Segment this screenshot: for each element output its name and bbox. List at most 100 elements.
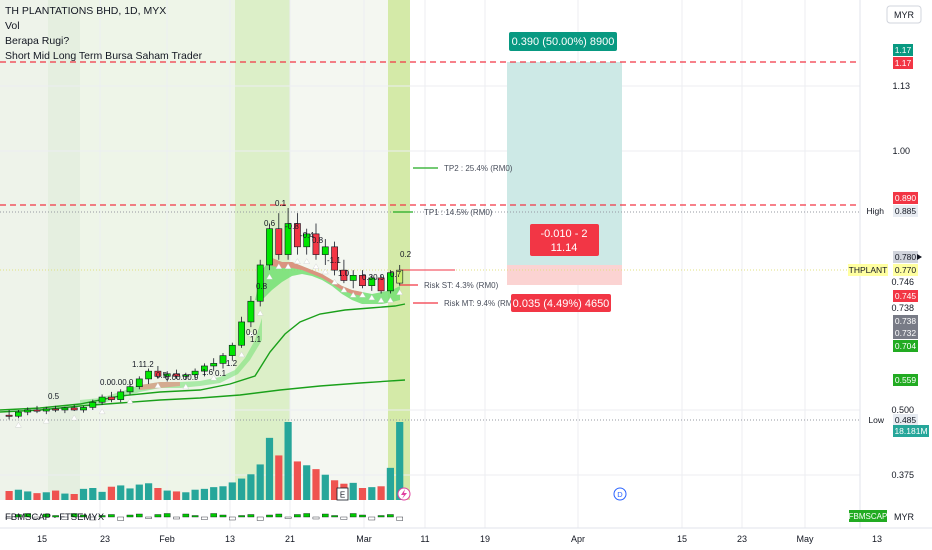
volume-bar — [256, 464, 264, 500]
index-mini-pane — [5, 513, 404, 521]
target-label-box[interactable] — [509, 32, 617, 51]
volume-bar — [349, 482, 357, 500]
volume-bar — [358, 488, 367, 500]
candle-value-label: 1.0 — [338, 269, 350, 278]
index-badge-text: FBMSCAP — [849, 512, 888, 521]
price-badge-target-green: 1.17 — [893, 44, 913, 56]
index-mini-bar — [191, 515, 199, 518]
time-tick-label: 15 — [677, 534, 687, 544]
price-badge-target-red: 1.17 — [893, 57, 913, 69]
volume-indicator-label[interactable]: Vol — [5, 20, 20, 32]
stop-zone[interactable] — [507, 265, 622, 285]
ticker-badge-text: THPLANT — [849, 265, 888, 275]
indicator-label-term[interactable]: Short Mid Long Term Bursa Saham Trader — [5, 50, 203, 62]
earnings-marker[interactable] — [336, 487, 349, 501]
currency-bottom-label: MYR — [894, 512, 915, 522]
candle — [303, 228, 311, 255]
mid-label-line1: -0.010 - 2 — [540, 228, 587, 240]
index-mini-bar — [173, 516, 180, 520]
risk-st-label[interactable]: Risk ST: 4.3% (RM0) — [424, 281, 499, 290]
chart-legend: TH PLANTATIONS BHD, 1D, MYX Vol Berapa R… — [5, 4, 202, 64]
svg-text:0.738: 0.738 — [895, 316, 917, 326]
index-mini-bar — [368, 516, 376, 521]
candle — [145, 368, 152, 385]
price-arrow-icon — [917, 254, 922, 260]
candle-value-label: -0.4 — [300, 231, 314, 240]
price-badge-low: 0.485 — [893, 414, 918, 426]
candlesticks — [5, 207, 404, 420]
time-tick-label: 13 — [225, 534, 235, 544]
up-arrow-icon — [126, 398, 134, 404]
candle-value-label: 0.1 — [275, 199, 287, 208]
price-badge-stop: 0.745 — [893, 290, 918, 302]
candle — [219, 353, 227, 369]
index-mini-bar — [52, 515, 59, 518]
index-mini-bar — [219, 514, 227, 518]
up-arrow-icon — [321, 268, 329, 275]
scale-0.500: 0.500 — [891, 405, 914, 415]
volume-bar — [135, 484, 143, 500]
time-axis[interactable]: 15 23 Feb 13 21 Mar 11 19 Apr 15 23 May 13 — [37, 534, 882, 544]
mid-label-line2: 11.14 — [551, 242, 578, 254]
candle — [293, 213, 301, 255]
candle — [368, 275, 376, 291]
candle — [173, 369, 180, 379]
candle — [80, 405, 87, 413]
currency-label: MYR — [894, 10, 915, 20]
volume-bar — [331, 480, 339, 500]
index-badge[interactable] — [849, 510, 887, 522]
dividend-marker[interactable] — [613, 487, 627, 501]
up-arrow-icon — [284, 263, 292, 269]
index-mini-bar — [275, 513, 283, 518]
tp1-level-label[interactable]: TP1 : 14.5% (RM0) — [424, 208, 493, 217]
candle-value-label: 0.0 — [246, 328, 258, 337]
volume-bar — [89, 488, 97, 500]
up-arrow-icon — [247, 330, 255, 337]
volume-bar — [247, 474, 255, 500]
currency-button[interactable] — [886, 5, 922, 24]
time-tick-label: 15 — [37, 534, 47, 544]
scale-0.738: 0.738 — [891, 303, 914, 313]
symbol-title[interactable]: TH PLANTATIONS BHD, 1D, MYX — [5, 5, 167, 17]
volume-bar — [33, 493, 41, 500]
volume-bar — [52, 490, 60, 500]
up-arrow-icon — [377, 297, 385, 303]
mid-label-box[interactable] — [530, 224, 599, 256]
price-badge-last: 0.770 — [893, 264, 918, 276]
indicator-cloud — [80, 258, 400, 406]
candle — [359, 270, 366, 289]
time-tick-label: 23 — [737, 534, 747, 544]
time-tick-label: Mar — [356, 534, 372, 544]
signal-arrows — [15, 258, 404, 428]
candle — [349, 270, 357, 289]
ticker-badge[interactable] — [848, 264, 888, 276]
price-badge-tp1: 0.890 — [893, 192, 918, 204]
candle — [228, 342, 236, 361]
index-mini-bar — [80, 514, 87, 518]
index-mini-bar — [340, 516, 348, 520]
risk-mt-label[interactable]: Risk MT: 9.4% (RM0) — [444, 299, 520, 308]
volume-bar — [284, 422, 292, 500]
index-mini-bar — [70, 513, 78, 518]
up-arrow-icon — [275, 263, 283, 269]
index-mini-bar — [284, 516, 292, 519]
candle — [340, 259, 348, 284]
tp2-level-label[interactable]: TP2 : 25.4% (RM0) — [444, 164, 513, 173]
price-badge-0738: 0.738 — [893, 315, 918, 327]
stop-label-box[interactable] — [511, 294, 611, 312]
index-mini-bar — [256, 516, 264, 521]
candle — [126, 381, 134, 395]
volume-bar — [321, 474, 329, 500]
candle — [42, 406, 50, 415]
up-arrow-icon — [349, 291, 357, 298]
indicator-label-rugi[interactable]: Berapa Rugi? — [5, 35, 70, 47]
up-arrow-icon — [340, 286, 348, 293]
high-label: High — [867, 206, 885, 216]
volume-bar — [42, 492, 50, 500]
up-arrow-icon — [210, 374, 218, 381]
volume-bar — [126, 488, 134, 500]
candle — [331, 241, 338, 276]
svg-text:1.17: 1.17 — [895, 45, 912, 55]
index-legend[interactable]: FBMSCAP · FTSEMYX — [5, 512, 105, 523]
